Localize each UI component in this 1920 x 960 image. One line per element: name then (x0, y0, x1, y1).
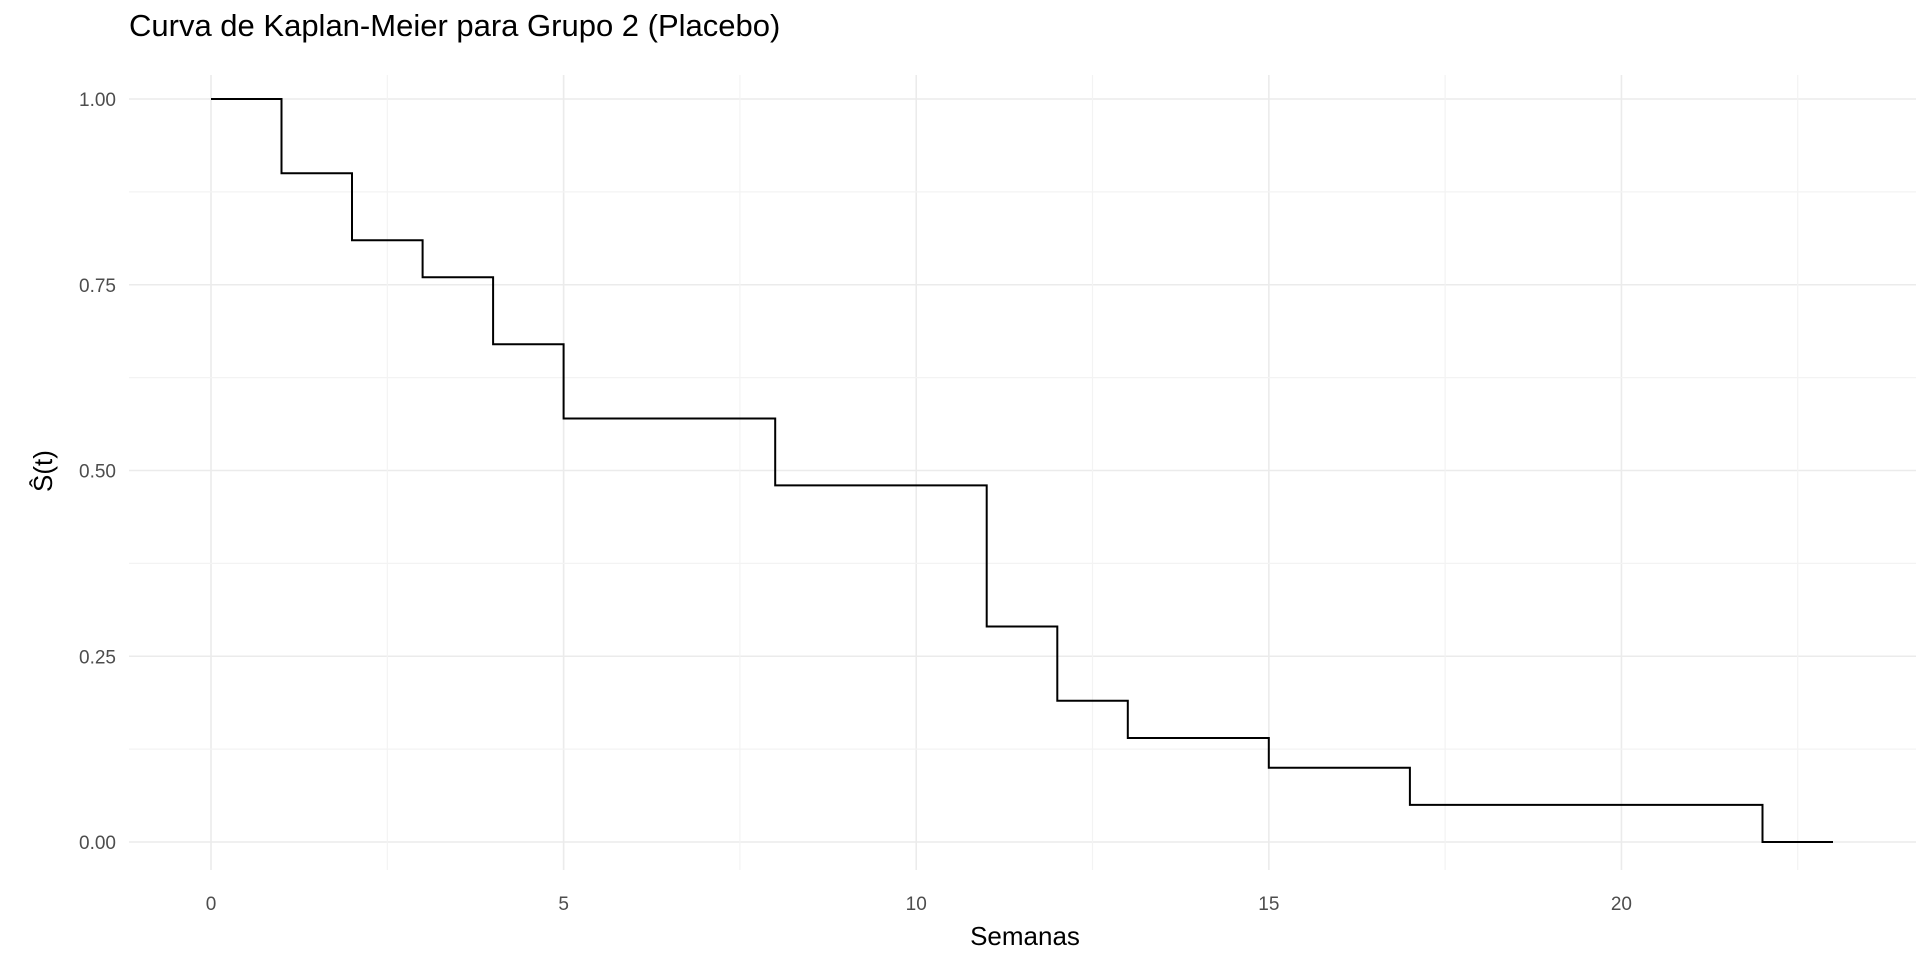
grid-layer (129, 75, 1916, 870)
y-tick-label: 0.00 (79, 833, 116, 854)
y-tick-labels: 0.00 0.25 0.50 0.75 1.00 (79, 90, 116, 854)
y-tick-label: 0.25 (79, 647, 116, 668)
y-axis-title: Ŝ(t) (28, 450, 58, 492)
y-tick-label: 0.50 (79, 462, 116, 483)
y-tick-label: 0.75 (79, 276, 116, 297)
chart-title: Curva de Kaplan-Meier para Grupo 2 (Plac… (129, 8, 781, 43)
x-tick-label: 0 (206, 894, 217, 915)
survival-step-line (211, 98, 1833, 843)
x-axis-title: Semanas (970, 921, 1080, 951)
x-tick-label: 5 (558, 894, 569, 915)
x-tick-label: 20 (1611, 894, 1632, 915)
x-tick-label: 15 (1258, 894, 1279, 915)
x-tick-label: 10 (906, 894, 927, 915)
y-tick-label: 1.00 (79, 90, 116, 111)
series-layer (211, 98, 1833, 843)
x-tick-labels: 0 5 10 15 20 (206, 894, 1632, 915)
